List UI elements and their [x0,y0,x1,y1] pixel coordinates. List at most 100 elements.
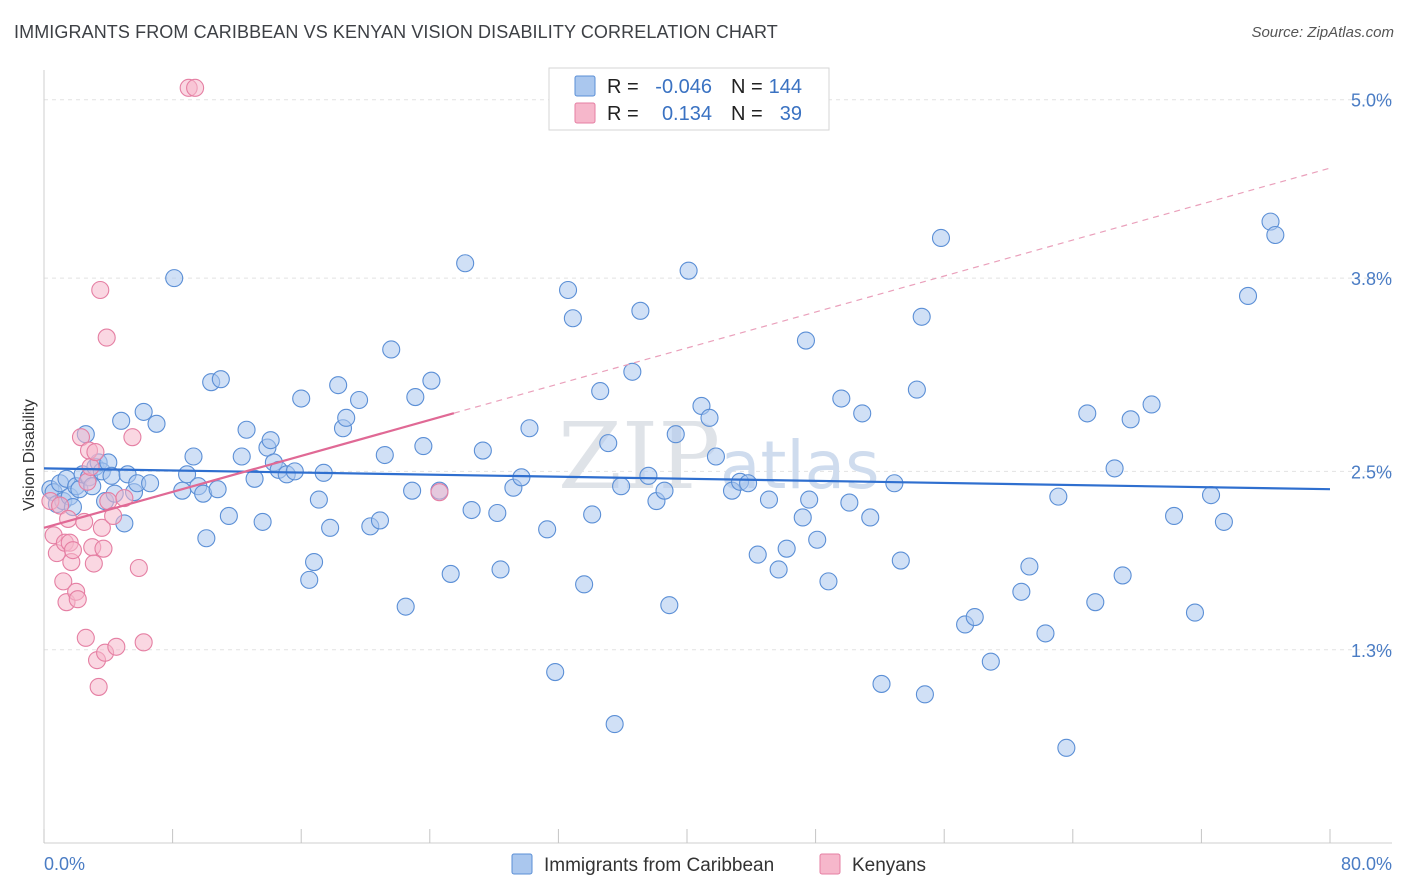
caribbean-point [211,370,230,389]
caribbean-point [165,269,184,288]
watermark-atlas: atlas [720,427,880,504]
caribbean-point [1214,512,1233,531]
caribbean-point [965,607,984,627]
kenyans-point [71,428,91,447]
caribbean-point [382,340,401,359]
caribbean-point [840,493,859,512]
caribbean-point [769,560,788,579]
tick-labels: 5.0% 3.8% 2.5% 1.3% 0.0% 80.0% [44,91,1392,874]
caribbean-point [441,564,460,583]
kenyans-point [123,428,142,447]
caribbean-point [660,596,679,615]
caribbean-point [1201,486,1221,505]
trend-lines [43,167,1331,529]
legend-box [548,67,830,131]
caribbean-point [631,301,650,320]
caribbean-point [793,508,812,527]
caribbean-point [558,280,578,300]
caribbean-point [261,431,280,450]
caribbean-point [184,447,203,466]
legend-swatch-kenyans [574,102,596,124]
bottom-legend-label-kenyans: Kenyans [852,855,926,876]
caribbean-point [350,390,369,410]
kenyans-point [54,572,73,591]
caribbean-point [219,506,238,526]
caribbean-point [546,662,565,682]
caribbean-point [1057,738,1076,757]
caribbean-point [491,560,510,579]
caribbean-point [1105,459,1124,478]
series-legend: Immigrants from Caribbean Kenyans [511,853,926,876]
caribbean-point [605,715,624,734]
caribbean-point [406,387,425,407]
caribbean-point [599,434,618,453]
y-axis-label: Vision Disability [21,399,38,511]
caribbean-point [748,545,767,564]
caribbean-point [1165,506,1184,526]
caribbean-point [808,530,827,549]
caribbean-point [300,570,319,589]
caribbean-point [575,575,594,594]
caribbean-point [197,529,216,548]
bottom-legend-label-caribbean: Immigrants from Caribbean [544,855,774,876]
caribbean-point [237,420,256,439]
kenyans-point [91,280,110,300]
legend-r-label-caribbean: R = [607,76,639,98]
legend-swatch-caribbean [574,75,596,97]
bottom-legend-swatch-caribbean [511,853,533,875]
kenyans-point [94,539,113,558]
kenyans-point [63,541,82,560]
caribbean-point [309,490,328,509]
caribbean-point [422,371,441,390]
caribbean-point [623,362,642,381]
caribbean-point [337,408,356,427]
caribbean-point [796,331,816,350]
bottom-legend-swatch-kenyans [819,853,841,875]
caribbean-point [403,481,422,500]
caribbean-point [759,490,779,509]
caribbean-point [639,466,658,485]
axes [43,70,1392,844]
x-tick-label-max: 80.0% [1341,854,1392,874]
caribbean-point [931,228,951,248]
source-label: Source: ZipAtlas.com [1251,24,1394,41]
kenyans-point [92,518,111,537]
caribbean-point [655,481,674,500]
legend-r-value-kenyans: 0.134 [662,103,712,125]
legend-r-value-caribbean: -0.046 [655,76,712,98]
caribbean-point [456,254,475,273]
caribbean-point [1049,487,1068,506]
legend-n-label-caribbean: N = [731,76,763,98]
y-tick-label: 1.3% [1351,641,1392,661]
caribbean-point [563,309,582,328]
legend-n-label-kenyans: N = [731,103,763,125]
grid-lines [44,99,1392,651]
caribbean-point [861,508,880,527]
caribbean-point [245,469,264,488]
caribbean-point [666,425,685,444]
caribbean-point [591,382,610,401]
caribbean-point [370,511,390,530]
caribbean-point [891,551,910,570]
caribbean-point [292,389,311,408]
legend-n-value-caribbean: 144 [769,76,802,98]
y-tick-label: 5.0% [1351,91,1392,111]
kenyans-point [76,628,95,647]
caribbean-point [488,503,507,523]
caribbean-point [912,307,931,326]
caribbean-point [1266,225,1285,245]
caribbean-point [375,445,394,465]
kenyans-point [134,633,153,652]
caribbean-point [134,402,153,421]
caribbean-point [147,414,166,433]
caribbean-point [1020,557,1039,576]
caribbean-point [872,674,891,693]
caribbean-trend-line [43,467,1331,491]
caribbean-point [112,411,131,430]
kenyans-point [129,558,148,578]
caribbean-point [853,404,872,423]
caribbean-point [253,512,272,531]
kenyans-point [97,328,116,347]
caribbean-point [1113,566,1132,585]
